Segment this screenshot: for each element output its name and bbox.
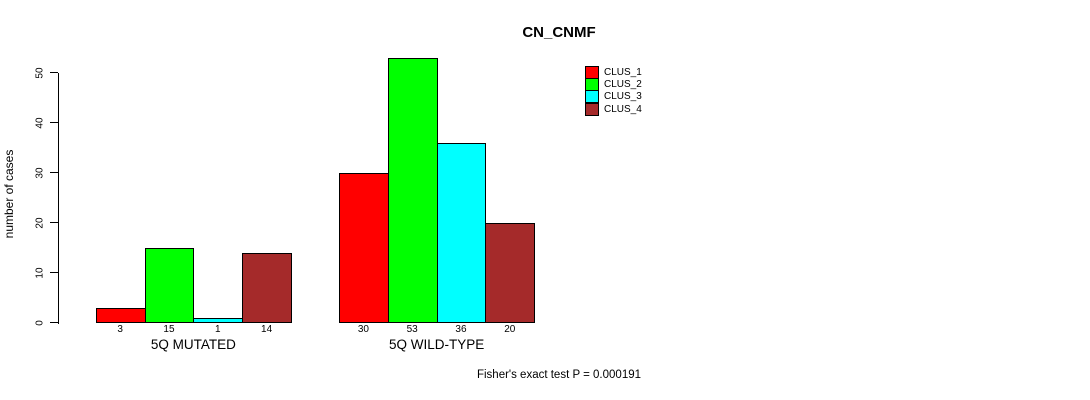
y-axis-tick-label: 30 xyxy=(34,166,46,179)
legend-label: CLUS_1 xyxy=(604,66,642,78)
bar-clus-4-5q-mutated xyxy=(242,252,292,323)
category-label: 5Q WILD-TYPE xyxy=(388,337,485,352)
legend-swatch-clus-4 xyxy=(585,102,599,116)
legend-swatch-clus-2 xyxy=(585,77,599,91)
legend-item-clus-4: CLUS_4 xyxy=(585,102,642,116)
y-axis-tick xyxy=(49,121,58,124)
legend: CLUS_1 CLUS_2 CLUS_3 CLUS_4 xyxy=(585,65,642,116)
chart-title: CN_CNMF xyxy=(522,24,596,41)
legend-item-clus-1: CLUS_1 xyxy=(585,65,642,79)
bar-clus-1-5q-wild-type xyxy=(339,172,389,323)
bar-clus-2-5q-mutated xyxy=(144,247,195,323)
y-axis-tick-label: 10 xyxy=(34,266,46,279)
y-axis-tick xyxy=(49,271,58,274)
bar-value-label: 30 xyxy=(357,323,369,335)
bar-clus-2-5q-wild-type xyxy=(387,57,438,323)
bar-clus-4-5q-wild-type xyxy=(485,222,536,323)
y-axis-label: number of cases xyxy=(2,149,16,239)
bar-value-label: 1 xyxy=(215,323,221,335)
bar-value-label: 36 xyxy=(455,323,467,335)
y-axis-spine xyxy=(57,72,59,324)
bar-value-label: 14 xyxy=(261,323,273,335)
y-axis-tick xyxy=(49,71,58,74)
stats-note: Fisher's exact test P = 0.000191 xyxy=(476,369,642,381)
bar-clus-3-5q-mutated xyxy=(193,317,244,323)
legend-label: CLUS_4 xyxy=(604,103,642,115)
legend-item-clus-3: CLUS_3 xyxy=(585,90,642,104)
y-axis-tick xyxy=(49,221,58,224)
bar-value-label: 3 xyxy=(117,323,123,335)
category-label: 5Q MUTATED xyxy=(150,337,236,352)
legend-label: CLUS_3 xyxy=(604,91,642,103)
bar-clus-1-5q-mutated xyxy=(95,307,146,323)
bar-value-label: 15 xyxy=(163,323,175,335)
legend-swatch-clus-3 xyxy=(585,90,599,104)
y-axis-tick-label: 20 xyxy=(34,216,46,229)
y-axis-tick-label: 40 xyxy=(34,116,46,129)
y-axis-tick xyxy=(49,171,58,174)
bar-clus-3-5q-wild-type xyxy=(436,142,487,323)
bar-value-label: 53 xyxy=(406,323,418,335)
legend-item-clus-2: CLUS_2 xyxy=(585,77,642,91)
legend-label: CLUS_2 xyxy=(604,78,642,90)
y-axis-tick-label: 50 xyxy=(34,66,46,79)
y-axis-tick-label: 0 xyxy=(34,319,46,326)
legend-swatch-clus-1 xyxy=(585,65,599,79)
y-axis-tick xyxy=(49,321,58,324)
bar-value-label: 20 xyxy=(504,323,516,335)
